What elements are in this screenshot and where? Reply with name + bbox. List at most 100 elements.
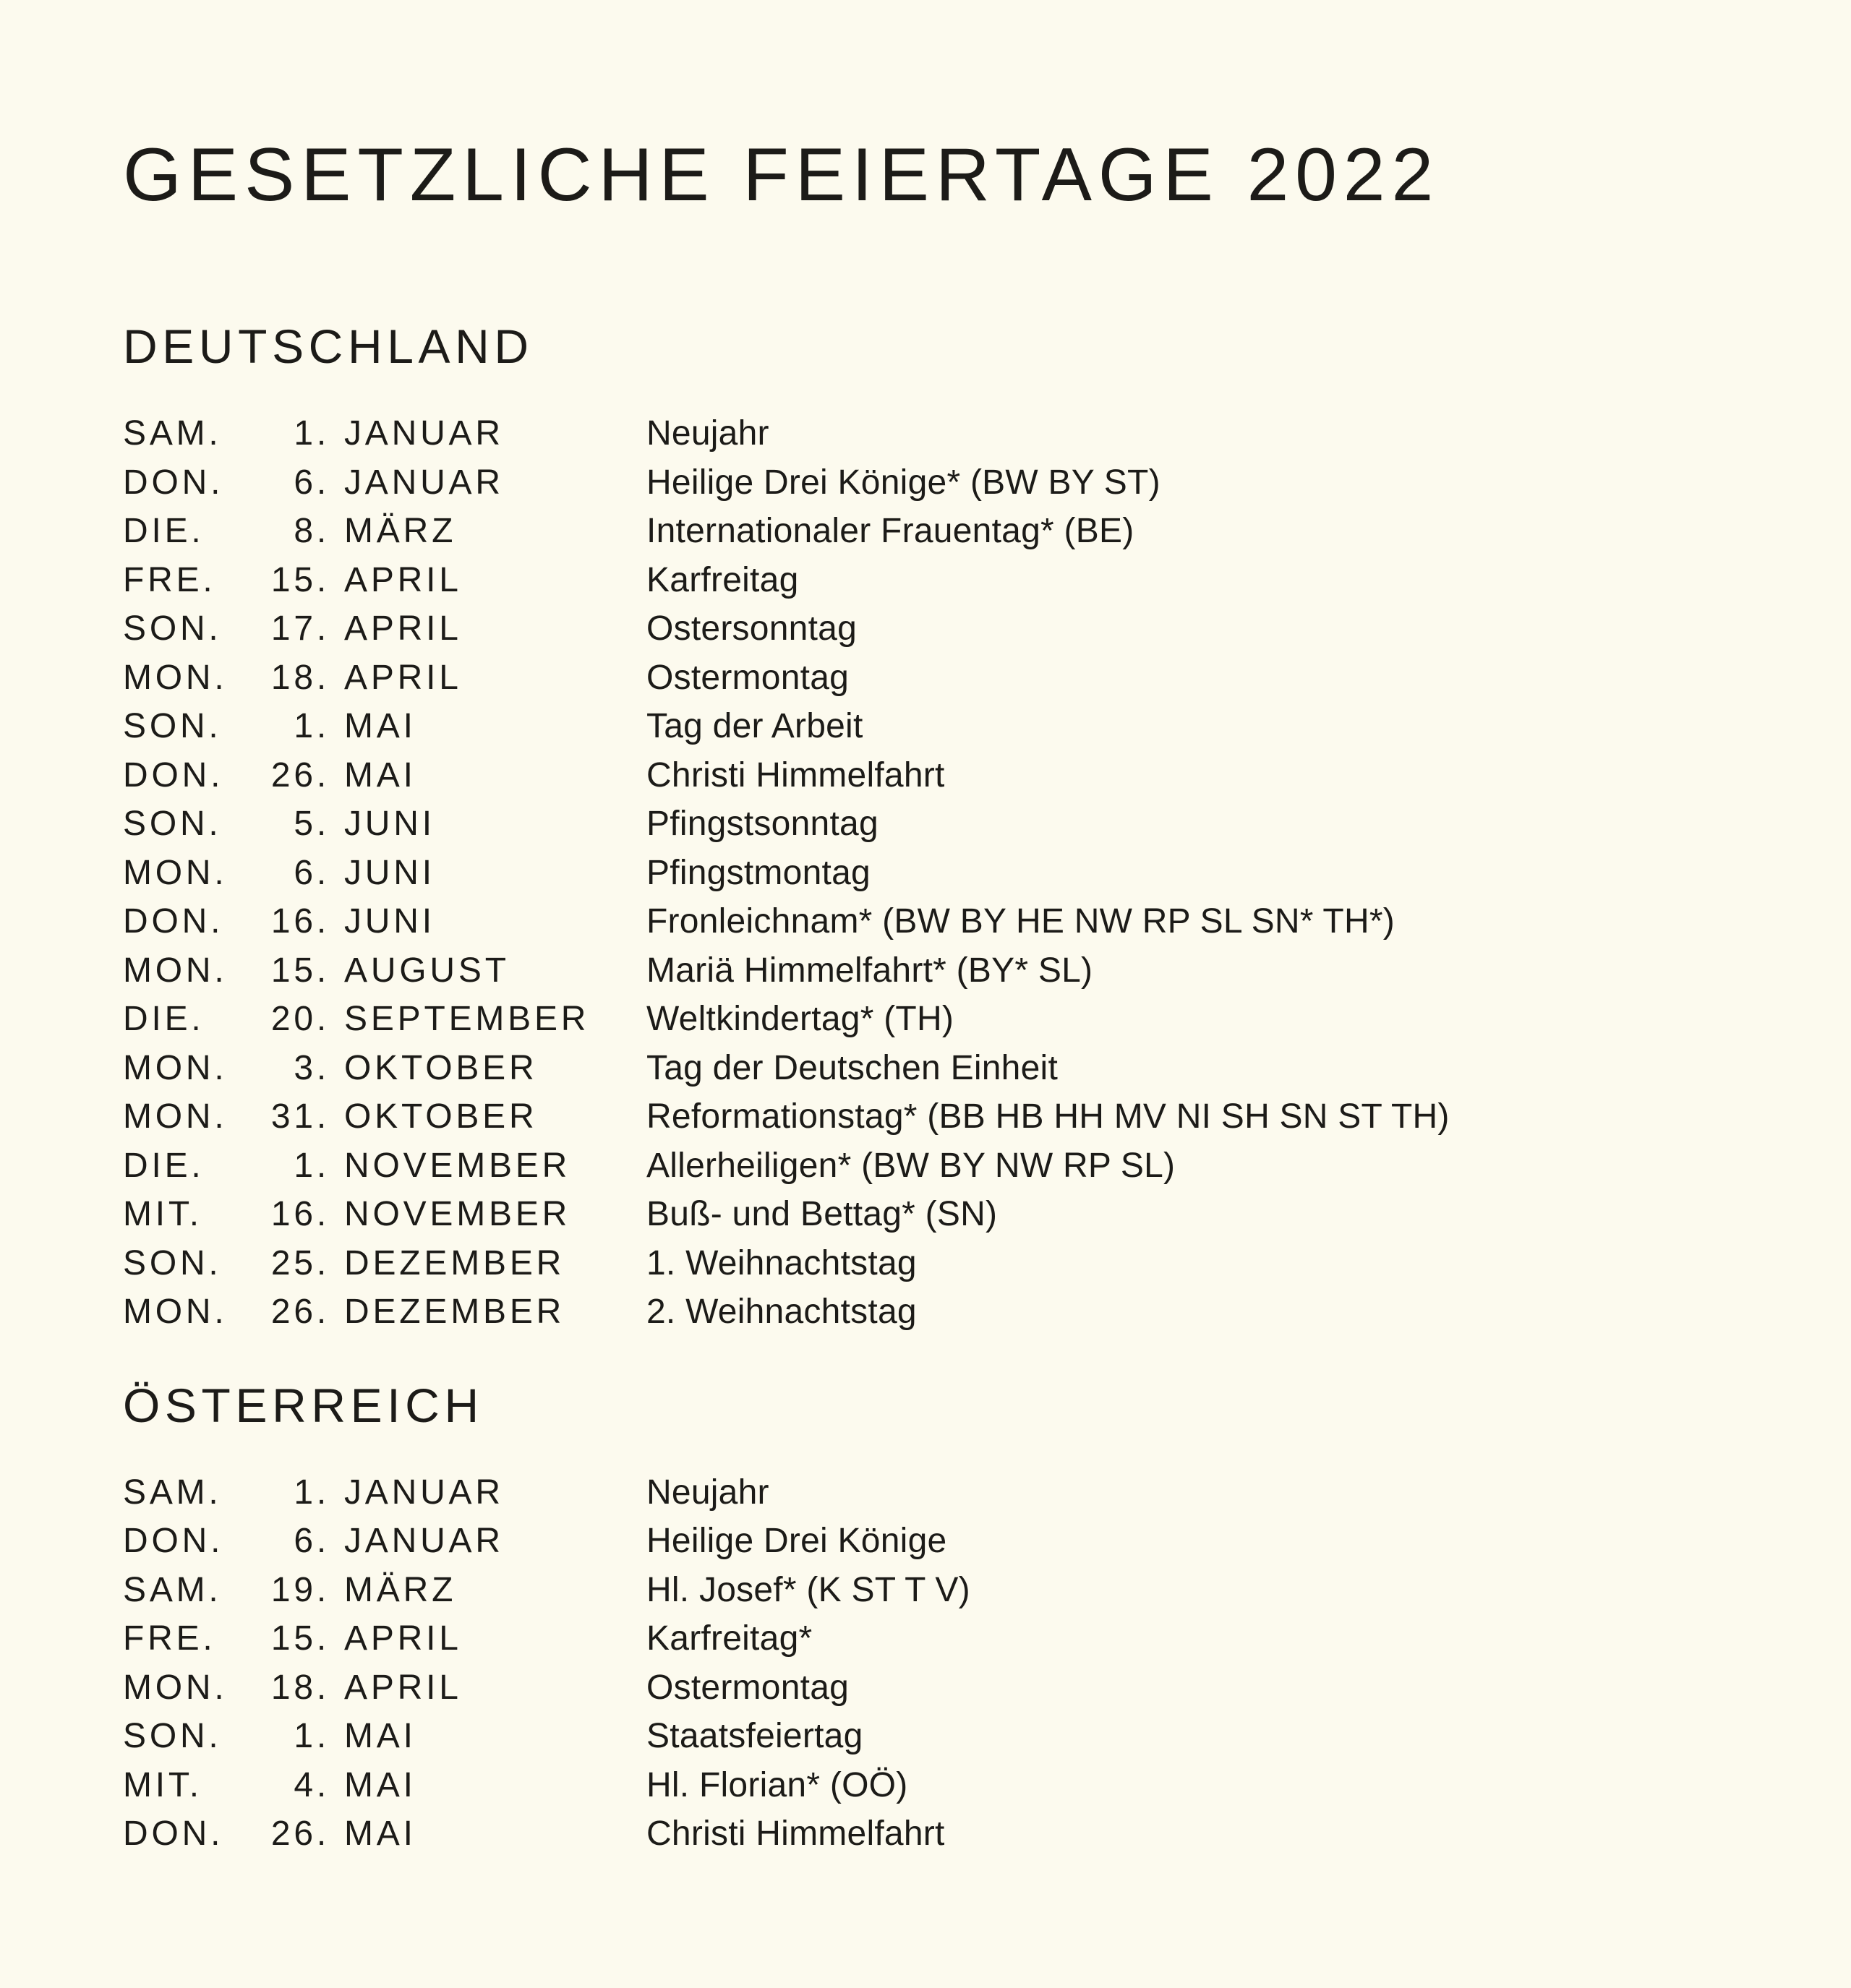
- weekday-abbr: MIT.: [123, 1195, 202, 1233]
- holiday-row: MON. 26. DEZEMBER 2. Weihnachtstag: [123, 1288, 1851, 1337]
- month-name: JUNI: [344, 853, 435, 892]
- holiday-row: SON. 5. JUNI Pfingstsonntag: [123, 800, 1851, 849]
- weekday-abbr: DIE.: [123, 1146, 205, 1185]
- weekday-abbr: MIT.: [123, 1765, 202, 1804]
- holiday-list-oesterreich: SAM. 1. JANUAR Neujahr DON. 6. JANUAR He…: [123, 1468, 1851, 1859]
- month-name: JANUAR: [344, 1522, 504, 1560]
- month-name: SEPTEMBER: [344, 1000, 590, 1038]
- holiday-row: MON. 31. OKTOBER Reformationstag* (BB HB…: [123, 1092, 1851, 1141]
- date-number: 15.: [270, 560, 330, 599]
- holiday-row: DON. 16. JUNI Fronleichnam* (BW BY HE NW…: [123, 897, 1851, 946]
- month-name: APRIL: [344, 560, 462, 599]
- month-name: JANUAR: [344, 463, 504, 502]
- holiday-row: DIE. 8. MÄRZ Internationaler Frauentag* …: [123, 507, 1851, 556]
- holiday-name: Neujahr: [646, 1473, 769, 1512]
- section-heading-deutschland: DEUTSCHLAND: [123, 320, 534, 373]
- holiday-name: Tag der Arbeit: [646, 707, 863, 745]
- weekday-abbr: FRE.: [123, 560, 216, 599]
- holiday-name: Weltkindertag* (TH): [646, 1000, 954, 1038]
- month-name: MAI: [344, 1815, 416, 1853]
- date-number: 1.: [294, 1717, 330, 1755]
- page-title: GESETZLICHE FEIERTAGE 2022: [123, 133, 1440, 217]
- weekday-abbr: DON.: [123, 1522, 224, 1560]
- holiday-row: MIT. 4. MAI Hl. Florian* (OÖ): [123, 1761, 1851, 1810]
- holiday-row: MON. 18. APRIL Ostermontag: [123, 654, 1851, 703]
- month-name: OKTOBER: [344, 1048, 538, 1087]
- holiday-name: Staatsfeiertag: [646, 1717, 863, 1755]
- month-name: MÄRZ: [344, 1570, 457, 1609]
- month-name: JUNI: [344, 805, 435, 843]
- month-name: JANUAR: [344, 1473, 504, 1512]
- document-sheet: GESETZLICHE FEIERTAGE 2022 DEUTSCHLAND S…: [0, 137, 1851, 1859]
- month-name: APRIL: [344, 1619, 462, 1658]
- holiday-row: MON. 15. AUGUST Mariä Himmelfahrt* (BY* …: [123, 946, 1851, 995]
- date-number: 5.: [294, 805, 330, 843]
- date-number: 20.: [270, 1000, 330, 1038]
- weekday-abbr: DON.: [123, 755, 224, 794]
- holiday-name: Ostermontag: [646, 1668, 850, 1707]
- holiday-row: DON. 6. JANUAR Heilige Drei Könige: [123, 1517, 1851, 1566]
- weekday-abbr: MON.: [123, 1668, 228, 1707]
- month-name: JANUAR: [344, 414, 504, 453]
- holiday-row: FRE. 15. APRIL Karfreitag*: [123, 1614, 1851, 1663]
- holiday-list-deutschland: SAM. 1. JANUAR Neujahr DON. 6. JANUAR He…: [123, 409, 1851, 1337]
- weekday-abbr: MON.: [123, 658, 228, 697]
- date-number: 1.: [294, 1473, 330, 1512]
- date-number: 16.: [270, 1195, 330, 1233]
- date-number: 17.: [270, 609, 330, 648]
- date-number: 31.: [270, 1097, 330, 1136]
- weekday-abbr: SON.: [123, 805, 222, 843]
- holiday-name: Heilige Drei Könige: [646, 1522, 947, 1560]
- section-deutschland: DEUTSCHLAND SAM. 1. JANUAR Neujahr DON. …: [123, 322, 1851, 1337]
- calendar-page: { "page": { "title": "GESETZLICHE FEIERT…: [0, 137, 1851, 1988]
- holiday-name: Christi Himmelfahrt: [646, 1815, 945, 1853]
- weekday-abbr: MON.: [123, 1293, 228, 1331]
- holiday-row: FRE. 15. APRIL Karfreitag: [123, 556, 1851, 605]
- date-number: 6.: [294, 463, 330, 502]
- holiday-row: MON. 18. APRIL Ostermontag: [123, 1663, 1851, 1713]
- weekday-abbr: DON.: [123, 1815, 224, 1853]
- holiday-name: Fronleichnam* (BW BY HE NW RP SL SN* TH*…: [646, 902, 1395, 941]
- holiday-row: DIE. 1. NOVEMBER Allerheiligen* (BW BY N…: [123, 1141, 1851, 1191]
- holiday-row: SON. 1. MAI Tag der Arbeit: [123, 702, 1851, 751]
- holiday-name: Tag der Deutschen Einheit: [646, 1048, 1059, 1087]
- holiday-row: SON. 17. APRIL Ostersonntag: [123, 604, 1851, 654]
- date-number: 1.: [294, 1146, 330, 1185]
- holiday-row: MON. 3. OKTOBER Tag der Deutschen Einhei…: [123, 1044, 1851, 1093]
- date-number: 4.: [294, 1765, 330, 1804]
- holiday-name: Buß- und Bettag* (SN): [646, 1195, 998, 1233]
- holiday-row: DON. 6. JANUAR Heilige Drei Könige* (BW …: [123, 458, 1851, 507]
- weekday-abbr: MON.: [123, 1048, 228, 1087]
- holiday-name: Heilige Drei Könige* (BW BY ST): [646, 463, 1160, 502]
- date-number: 16.: [270, 902, 330, 941]
- date-number: 8.: [294, 512, 330, 550]
- holiday-row: SAM. 19. MÄRZ Hl. Josef* (K ST T V): [123, 1566, 1851, 1615]
- holiday-row: DIE. 20. SEPTEMBER Weltkindertag* (TH): [123, 995, 1851, 1044]
- holiday-name: Ostersonntag: [646, 609, 858, 648]
- month-name: NOVEMBER: [344, 1146, 571, 1185]
- holiday-name: Allerheiligen* (BW BY NW RP SL): [646, 1146, 1176, 1185]
- weekday-abbr: SON.: [123, 1243, 222, 1282]
- date-number: 1.: [294, 414, 330, 453]
- date-number: 3.: [294, 1048, 330, 1087]
- month-name: MAI: [344, 707, 416, 745]
- holiday-name: Neujahr: [646, 414, 769, 453]
- weekday-abbr: SON.: [123, 1717, 222, 1755]
- holiday-name: Christi Himmelfahrt: [646, 755, 945, 794]
- date-number: 15.: [270, 1619, 330, 1658]
- date-number: 1.: [294, 707, 330, 745]
- holiday-name: Pfingstsonntag: [646, 805, 879, 843]
- holiday-row: SAM. 1. JANUAR Neujahr: [123, 1468, 1851, 1517]
- month-name: OKTOBER: [344, 1097, 538, 1136]
- holiday-name: 1. Weihnachtstag: [646, 1243, 917, 1282]
- holiday-name: Mariä Himmelfahrt* (BY* SL): [646, 951, 1093, 990]
- month-name: DEZEMBER: [344, 1293, 565, 1331]
- weekday-abbr: DON.: [123, 902, 224, 941]
- weekday-abbr: SAM.: [123, 1570, 222, 1609]
- holiday-name: Karfreitag: [646, 560, 799, 599]
- weekday-abbr: SAM.: [123, 414, 222, 453]
- date-number: 26.: [270, 755, 330, 794]
- holiday-row: DON. 26. MAI Christi Himmelfahrt: [123, 1809, 1851, 1859]
- holiday-name: Hl. Florian* (OÖ): [646, 1765, 908, 1804]
- date-number: 26.: [270, 1815, 330, 1853]
